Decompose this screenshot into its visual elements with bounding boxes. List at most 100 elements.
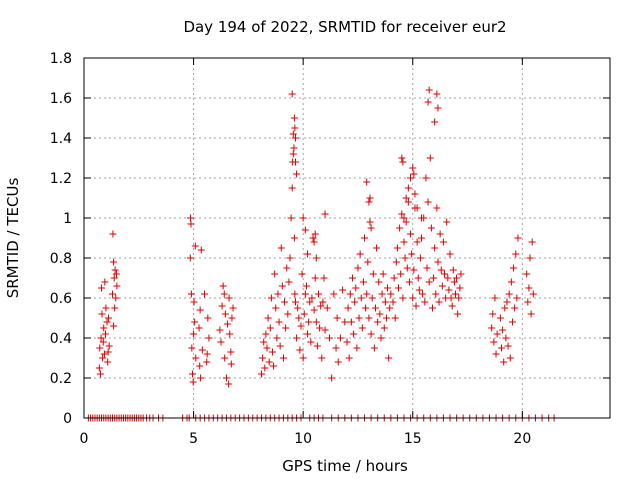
data-point [307,338,315,346]
data-point [352,284,360,292]
data-point [418,234,426,242]
data-point [492,350,500,358]
data-point [293,170,301,178]
data-point [413,238,421,246]
data-point [409,164,417,172]
data-point [448,302,456,310]
data-point [188,370,196,378]
axis-ticks: 0 0.2 0.4 0.6 0.8 1 1.2 1.4 1.6 1.8 0 5 10 15 20 [50,51,610,447]
y-tick-label: 1.8 [50,51,72,67]
data-point [263,344,271,352]
data-point [525,284,533,292]
data-point [203,350,211,358]
data-point [96,344,104,352]
data-points [84,86,558,422]
data-point [332,344,340,352]
data-point [289,130,297,138]
y-tick-label: 0 [63,411,72,427]
data-point [389,298,397,306]
y-tick-label: 0.4 [50,331,72,347]
data-point [205,334,213,342]
data-point [341,318,349,326]
data-point [390,274,398,282]
data-point [528,238,536,246]
data-point [264,314,272,322]
data-point [204,314,212,322]
data-point [404,184,412,192]
data-point [288,184,296,192]
data-point [228,314,236,322]
plot-frame [83,57,611,419]
data-point [271,270,279,278]
data-point [320,274,328,282]
data-point [456,284,464,292]
data-point [416,254,424,262]
data-point [272,304,280,312]
data-point [491,294,499,302]
data-point [111,304,119,312]
data-point [277,244,285,252]
data-point [385,354,393,362]
data-point [195,324,203,332]
data-point [291,158,299,166]
x-tick-label: 15 [404,431,422,447]
data-point [396,224,404,232]
data-point [312,318,320,326]
data-point [450,278,458,286]
data-point [201,290,209,298]
data-point [414,274,422,282]
data-point [197,246,205,254]
data-point [380,324,388,332]
data-point [299,214,307,222]
data-point [399,294,407,302]
data-point [431,118,439,126]
data-point [350,330,358,338]
data-point [399,158,407,166]
y-tick-label: 0.6 [50,291,72,307]
data-point [279,354,287,362]
data-point [258,370,266,378]
data-point [358,324,366,332]
data-point [297,322,305,330]
data-point [191,242,199,250]
data-point [310,306,318,314]
data-point [98,310,106,318]
data-point [527,310,535,318]
data-point [296,346,304,354]
data-point [96,370,104,378]
data-point [290,144,298,152]
data-point [291,124,299,132]
data-point [404,198,412,206]
data-point [216,326,224,334]
data-point [410,170,418,178]
data-point [306,298,314,306]
data-point [488,324,496,332]
data-point [447,294,455,302]
data-point [295,314,303,322]
data-point [308,294,316,302]
data-point [357,294,365,302]
data-point [353,344,361,352]
data-point [367,224,375,232]
data-point [289,150,297,158]
data-point [315,290,323,298]
data-point [112,270,120,278]
data-point [423,264,431,272]
data-point [433,90,441,98]
data-point [366,194,374,202]
data-point [351,298,359,306]
data-point [454,310,462,318]
data-point [430,274,438,282]
data-point [490,338,498,346]
data-point [508,318,516,326]
x-tick-label: 5 [189,431,198,447]
data-point [288,90,296,98]
data-point [110,274,118,282]
data-point [95,364,103,372]
data-point [109,230,117,238]
data-point [105,314,113,322]
data-point [361,234,369,242]
data-point [192,354,200,362]
data-point [451,290,459,298]
data-point [366,218,374,226]
